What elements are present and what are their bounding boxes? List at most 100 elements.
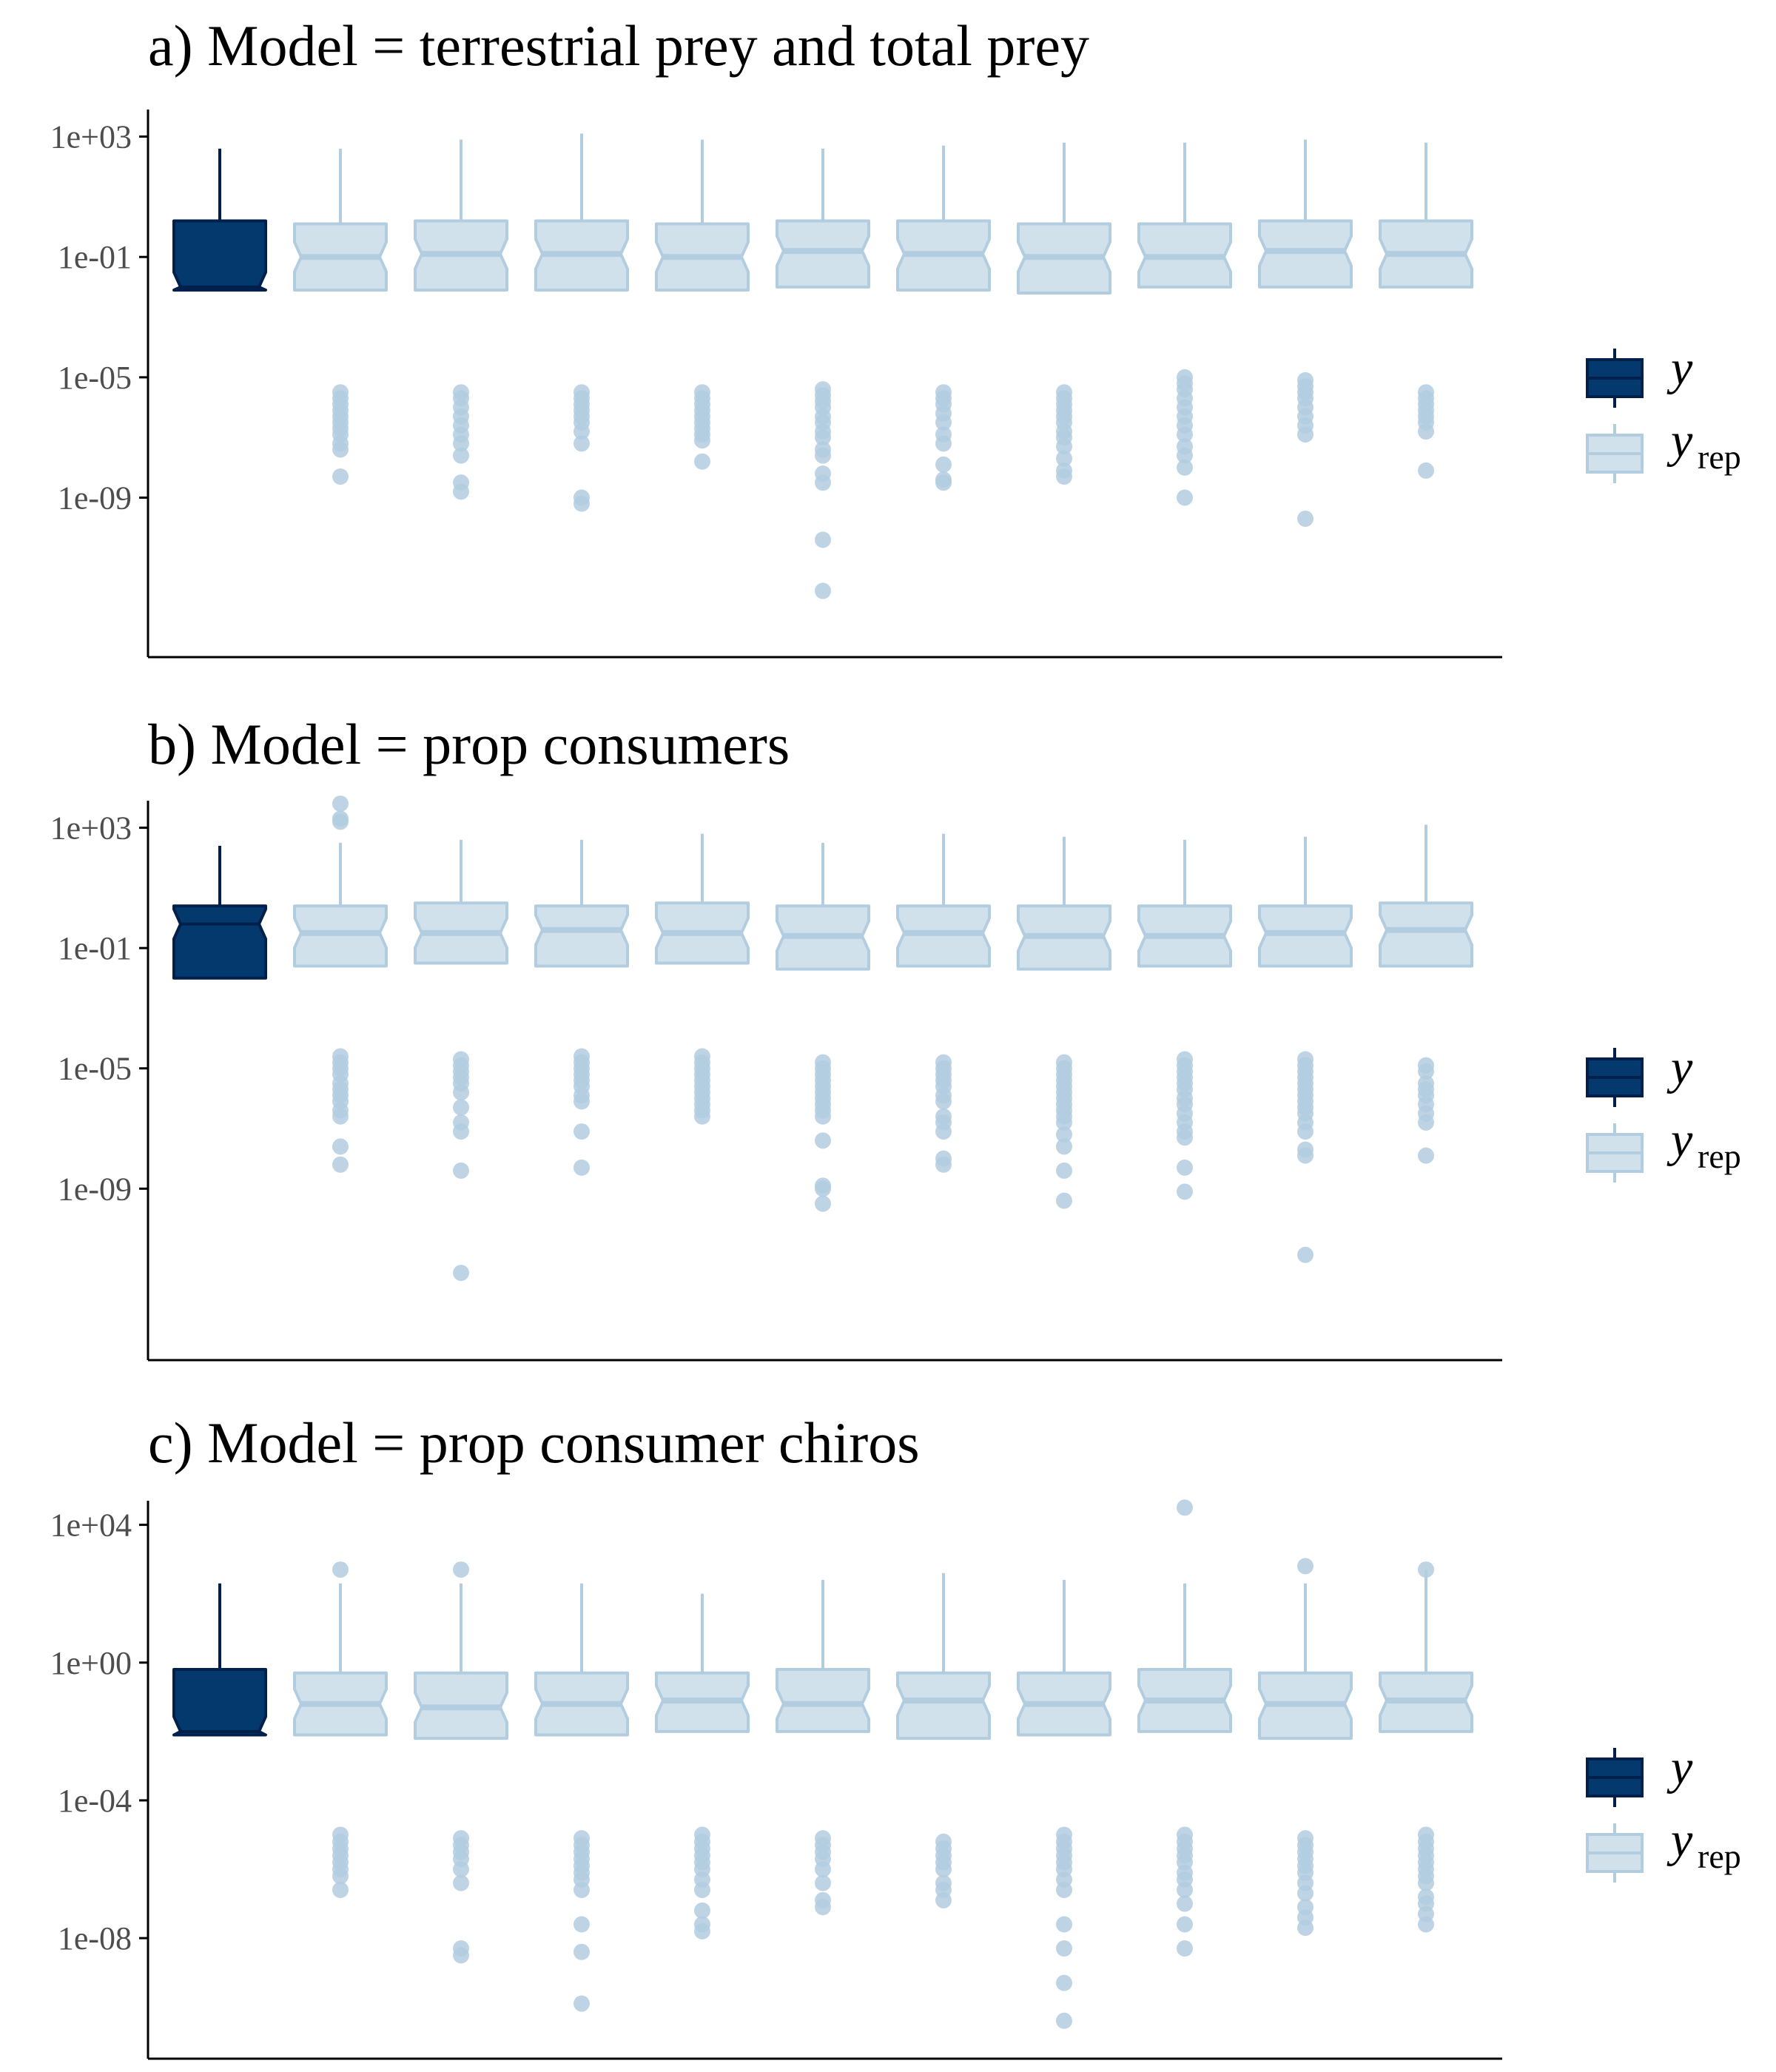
outlier-point	[1056, 1138, 1072, 1155]
box-yrep	[1379, 824, 1473, 1164]
outlier-point	[453, 435, 469, 452]
legend-yrep-label: y	[1666, 414, 1693, 468]
outlier-point	[332, 468, 349, 485]
outlier-point	[453, 1123, 469, 1140]
outlier-point	[935, 1156, 952, 1173]
outlier-point	[815, 1180, 831, 1197]
outlier-point	[1056, 1192, 1072, 1209]
box-yrep	[1137, 142, 1232, 506]
outlier-point	[1177, 1129, 1193, 1146]
y-tick-label: 1e-09	[58, 1171, 132, 1207]
outlier-point	[815, 1874, 831, 1891]
box-yrep	[1017, 1580, 1111, 2029]
box-yrep	[293, 796, 388, 1173]
box-yrep	[655, 1593, 750, 1940]
box-yrep	[1258, 836, 1353, 1263]
outlier-point	[453, 1265, 469, 1282]
outlier-point	[1418, 1147, 1434, 1164]
outlier-point	[1056, 1940, 1072, 1957]
outlier-point	[453, 483, 469, 500]
box-body	[896, 904, 991, 968]
box-body	[1258, 904, 1353, 968]
y-tick-label: 1e+03	[50, 119, 132, 155]
legend-yrep-subscript: rep	[1698, 438, 1741, 476]
outlier-point	[1177, 489, 1193, 506]
box-body	[534, 904, 629, 968]
outlier-point	[815, 1132, 831, 1149]
y-tick-label: 1e+03	[50, 810, 132, 847]
box-yrep	[414, 1561, 508, 1964]
outlier-point	[935, 474, 952, 491]
outlier-point	[332, 796, 349, 813]
box-yrep	[414, 139, 508, 500]
box-yrep	[776, 148, 870, 599]
outlier-point	[1297, 1147, 1314, 1164]
outlier-point	[1297, 510, 1314, 527]
box-yrep	[293, 1561, 388, 1898]
outlier-point	[694, 432, 710, 449]
box-yrep	[1379, 142, 1473, 479]
panel-title: a) Model = terrestrial prey and total pr…	[148, 13, 1089, 78]
box-y	[172, 1583, 267, 1737]
box-body	[896, 1671, 991, 1740]
outlier-point	[815, 474, 831, 491]
outlier-point	[694, 1902, 710, 1919]
y-tick-label: 1e+00	[50, 1645, 132, 1681]
outlier-point	[1177, 1499, 1193, 1516]
outlier-point	[815, 1899, 831, 1916]
legend-yrep-subscript: rep	[1698, 1837, 1741, 1875]
outlier-point	[935, 1891, 952, 1908]
y-tick-label: 1e+04	[50, 1507, 132, 1544]
outlier-point	[815, 582, 831, 599]
outlier-point	[694, 1108, 710, 1125]
outlier-point	[453, 1947, 469, 1964]
outlier-point	[453, 1084, 469, 1101]
box-yrep	[534, 133, 629, 512]
box-yrep	[896, 1572, 991, 1908]
panel-2: c) Model = prop consumer chiros 1e+04 1e+0…	[50, 1410, 1741, 2060]
outlier-point	[453, 1162, 469, 1179]
legend-y-label: y	[1666, 1040, 1693, 1094]
outlier-point	[453, 1874, 469, 1891]
legend: yy rep	[1586, 1740, 1741, 1883]
outlier-point	[815, 1195, 831, 1212]
outlier-point	[1056, 1114, 1072, 1131]
box-body	[172, 904, 267, 980]
outlier-point	[574, 1995, 590, 2012]
box-yrep	[414, 839, 508, 1282]
box-yrep	[655, 833, 750, 1125]
outlier-point	[815, 531, 831, 548]
box-y	[172, 148, 267, 292]
panel-title: b) Model = prop consumers	[148, 712, 790, 776]
box-yrep	[1017, 836, 1111, 1209]
outlier-point	[935, 1123, 952, 1140]
outlier-point	[1297, 1885, 1314, 1902]
legend-y-label: y	[1666, 1740, 1693, 1794]
outlier-point	[1297, 1920, 1314, 1937]
y-tick-label: 1e-08	[58, 1920, 132, 1957]
outlier-point	[1177, 1895, 1193, 1912]
outlier-point	[694, 1923, 710, 1940]
outlier-point	[815, 447, 831, 464]
outlier-point	[1177, 447, 1193, 464]
y-tick-label: 1e-05	[58, 360, 132, 396]
outlier-point	[1177, 1183, 1193, 1200]
outlier-point	[574, 435, 590, 452]
box-yrep	[896, 833, 991, 1173]
outlier-point	[453, 1099, 469, 1116]
outlier-point	[1297, 1123, 1314, 1140]
outlier-point	[574, 1093, 590, 1110]
outlier-point	[332, 1138, 349, 1155]
panel-title: c) Model = prop consumer chiros	[148, 1410, 920, 1475]
box-yrep	[776, 842, 870, 1212]
outlier-point	[1056, 1974, 1072, 1991]
outlier-point	[1177, 1916, 1193, 1933]
outlier-point	[815, 1108, 831, 1125]
outlier-point	[1177, 1881, 1193, 1898]
outlier-point	[815, 429, 831, 446]
box-y	[172, 845, 267, 980]
box-yrep	[1379, 1561, 1473, 1933]
box-yrep	[655, 139, 750, 470]
outlier-point	[332, 1108, 349, 1125]
